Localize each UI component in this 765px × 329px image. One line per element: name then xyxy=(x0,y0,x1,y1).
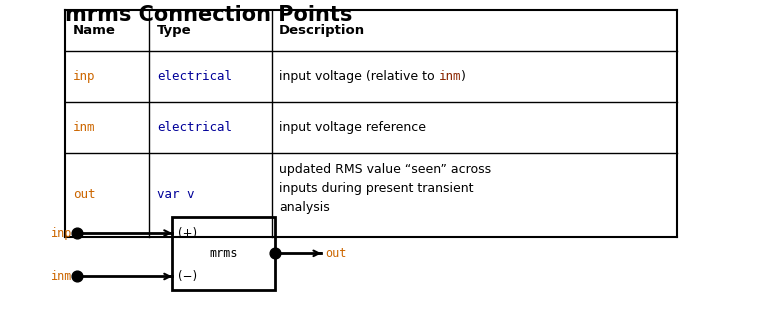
Text: Type: Type xyxy=(157,24,191,37)
Point xyxy=(269,251,282,256)
Text: ): ) xyxy=(461,70,466,83)
Text: mrms Connection Points: mrms Connection Points xyxy=(65,5,353,25)
Point xyxy=(70,274,83,279)
Text: var v: var v xyxy=(157,189,194,201)
Text: inm: inm xyxy=(51,270,73,283)
Text: (−): (−) xyxy=(178,270,197,283)
Text: inp: inp xyxy=(73,70,95,83)
Text: Name: Name xyxy=(73,24,116,37)
Text: electrical: electrical xyxy=(157,121,232,134)
Text: inm: inm xyxy=(439,70,461,83)
Text: out: out xyxy=(73,189,95,201)
Text: Description: Description xyxy=(279,24,366,37)
Text: (+): (+) xyxy=(178,227,197,240)
Text: input voltage (relative to: input voltage (relative to xyxy=(279,70,439,83)
Text: electrical: electrical xyxy=(157,70,232,83)
Bar xyxy=(172,217,275,290)
Point xyxy=(70,230,83,236)
Text: input voltage reference: input voltage reference xyxy=(279,121,426,134)
Text: out: out xyxy=(325,247,347,260)
Text: inp: inp xyxy=(51,227,73,240)
Text: updated RMS value “seen” across
inputs during present transient
analysis: updated RMS value “seen” across inputs d… xyxy=(279,163,491,214)
Text: inm: inm xyxy=(73,121,95,134)
Text: mrms: mrms xyxy=(210,247,238,260)
